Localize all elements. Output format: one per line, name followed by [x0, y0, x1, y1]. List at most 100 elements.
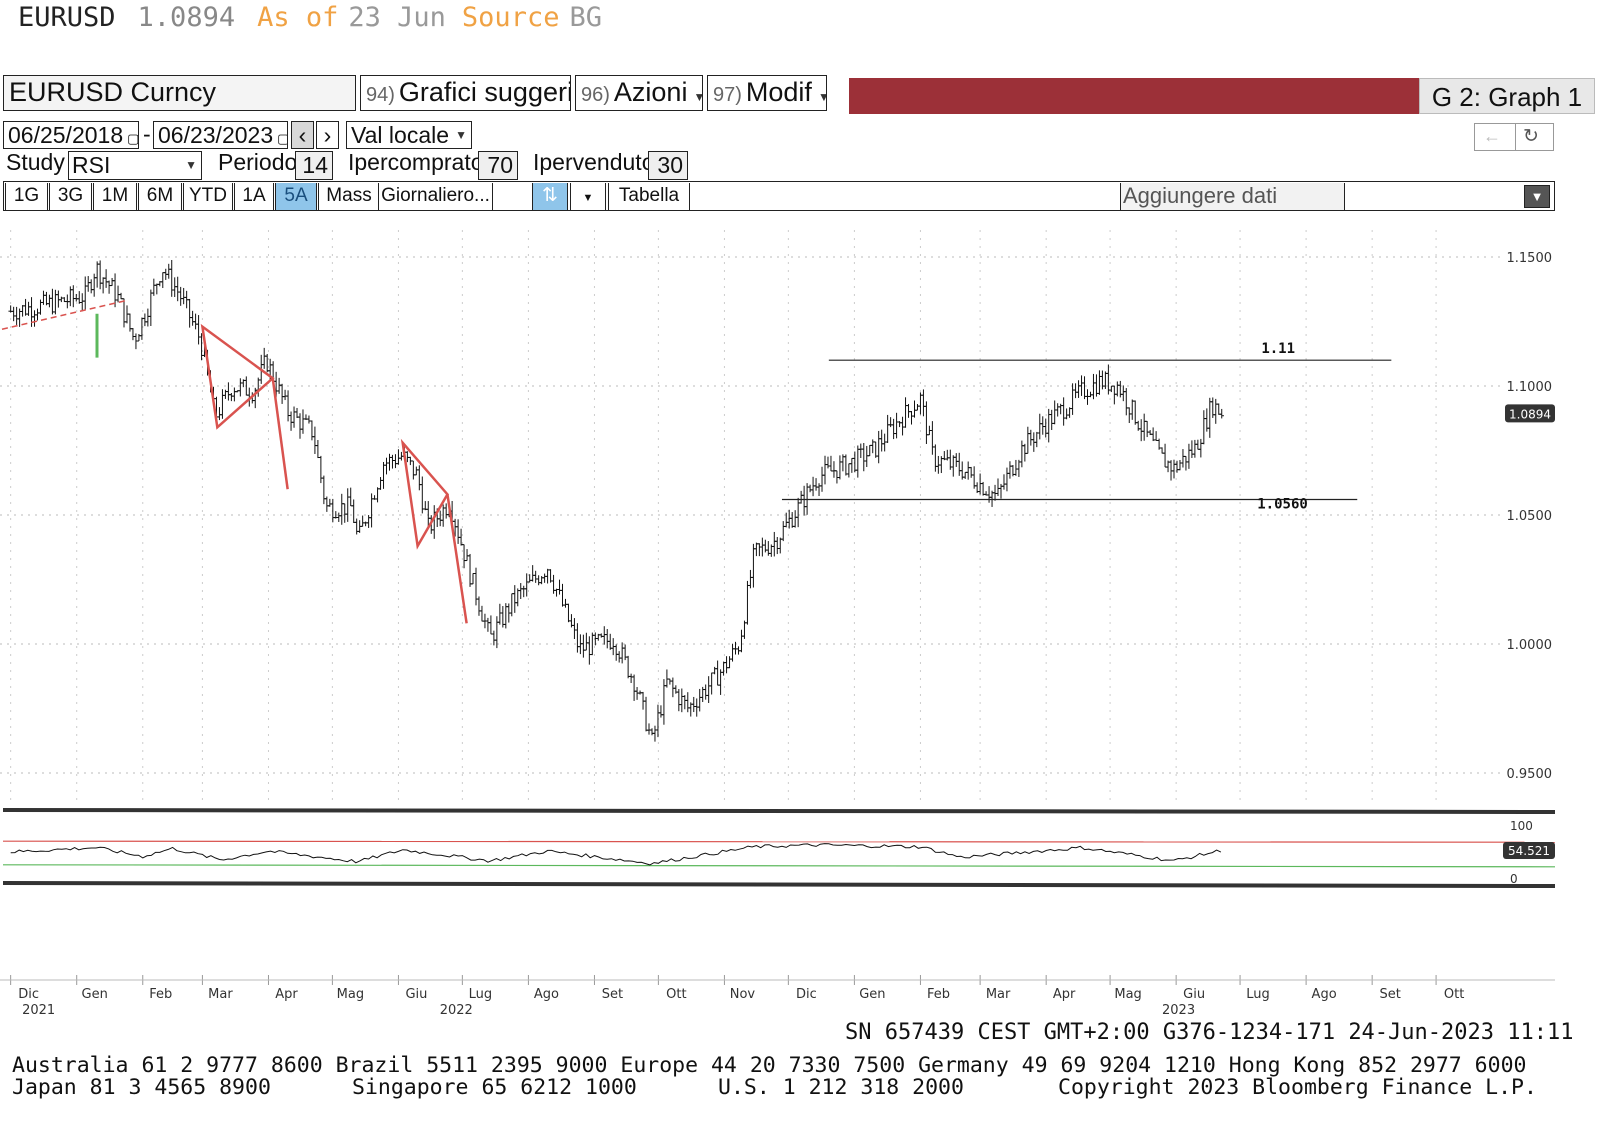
modify-number: 97) — [713, 84, 742, 106]
table-button[interactable]: Tabella — [608, 183, 690, 210]
start-date-input[interactable]: 06/25/2018 ▢ — [3, 121, 139, 149]
chevron-down-icon: ▼ — [818, 90, 826, 104]
chevron-down-icon: ▼ — [693, 90, 702, 104]
as-of-label: As of — [257, 2, 339, 33]
rsi-tick-label: 0 — [1510, 872, 1518, 886]
oversold-input[interactable]: 30 — [648, 151, 688, 180]
level-label: 1.11 — [1261, 341, 1295, 357]
modify-menu[interactable]: 97)Modif ▼ — [707, 75, 827, 111]
x-tick-label: Ago — [534, 987, 559, 1002]
end-date-input[interactable]: 06/23/2023▢ — [153, 121, 288, 149]
triangle-pattern — [400, 438, 449, 550]
chevron-down-icon: ▼ — [455, 128, 467, 142]
rsi-panel: 100 0 54.521 — [2, 808, 1556, 888]
range-button-3g[interactable]: 3G — [49, 183, 92, 210]
study-value: RSI — [72, 152, 111, 178]
range-button-1m[interactable]: 1M — [93, 183, 137, 210]
y-tick-label: 1.1000 — [1507, 380, 1553, 395]
divider — [1515, 124, 1516, 150]
overbought-label: Ipercomprato — [348, 149, 484, 175]
range-button-mass[interactable]: Mass — [318, 183, 380, 210]
chart-type-icon[interactable]: ⇅ — [532, 183, 568, 210]
session-info: SN 657439 CEST GMT+2:00 G376-1234-171 24… — [845, 1020, 1574, 1045]
range-button-6m[interactable]: 6M — [138, 183, 182, 210]
range-button-1g[interactable]: 1G — [5, 183, 48, 210]
x-tick-label: Apr — [275, 987, 298, 1002]
x-tick-label: Feb — [149, 987, 172, 1002]
security-text: EURUSD Curncy — [9, 77, 217, 107]
breakout-line — [446, 494, 468, 624]
last-price-tag — [1505, 404, 1555, 423]
rsi-last-label: 54.521 — [1508, 844, 1550, 858]
x-tick-label: Apr — [1053, 987, 1076, 1002]
y-tick-label: 0.9500 — [1507, 767, 1553, 782]
overbought-input[interactable]: 70 — [478, 151, 518, 180]
axes: 1.1500 1.1000 1.0500 1.0000 0.9500 Dic Gen Feb M… — [0, 251, 1555, 1018]
period-input[interactable]: 14 — [295, 151, 333, 180]
x-tick-label: Lug — [469, 987, 493, 1002]
y-tick-label: 1.0500 — [1507, 509, 1553, 524]
calendar-icon[interactable]: ▢ — [277, 131, 287, 146]
chevron-left-icon[interactable]: ‹ — [291, 121, 314, 149]
chevron-right-icon[interactable]: › — [316, 121, 339, 149]
modify-label: Modif — [745, 77, 812, 107]
overbought-line — [2, 840, 1556, 843]
frequency-select[interactable]: Giornaliero... — [378, 183, 493, 210]
chevron-down-icon[interactable]: ▼ — [570, 183, 606, 210]
price-label: 1.0894 — [137, 2, 236, 33]
x-tick-label: Mag — [1114, 987, 1141, 1002]
oversold-label: Ipervenduto — [533, 149, 655, 175]
chevron-down-icon: ▼ — [185, 158, 197, 172]
range-button-ytd[interactable]: YTD — [183, 183, 233, 210]
graph-label[interactable]: G 2: Graph 1 — [1419, 78, 1595, 114]
dropdown-icon[interactable]: ▼ — [1524, 185, 1550, 208]
source-value: BG — [569, 2, 602, 33]
x-year-label: 2022 — [440, 1003, 473, 1018]
contacts-singapore: Singapore 65 6212 1000 — [352, 1075, 637, 1100]
header-line: EURUSD 1.0894 As of 23 Jun Source BG — [18, 2, 602, 33]
x-tick-label: Set — [602, 987, 623, 1002]
range-button-5a[interactable]: 5A — [275, 183, 317, 210]
x-tick-label: Mag — [337, 987, 364, 1002]
date-separator: - — [143, 121, 151, 147]
ticker-label: EURUSD — [18, 2, 116, 33]
period-label: Periodo — [218, 149, 298, 175]
last-price-label: 1.0894 — [1509, 407, 1551, 421]
actions-menu[interactable]: 96)Azioni ▼ — [575, 75, 703, 111]
x-tick-label: Ago — [1312, 987, 1337, 1002]
rsi-last-tag — [1503, 842, 1555, 859]
x-tick-label: Mar — [208, 987, 233, 1002]
panel-separator — [2, 881, 1556, 888]
study-select[interactable]: RSI ▼ — [68, 151, 202, 180]
x-tick-label: Set — [1379, 987, 1400, 1002]
x-tick-label: Feb — [927, 987, 950, 1002]
x-year-label: 2021 — [22, 1003, 55, 1018]
oversold-line — [2, 864, 1556, 868]
calendar-icon[interactable]: ▢ — [127, 131, 139, 146]
panel-separator — [2, 808, 1556, 814]
triangle-pattern — [200, 323, 275, 430]
grid — [0, 230, 1500, 800]
start-date-text: 06/25/2018 — [8, 122, 124, 148]
end-date-text: 06/23/2023 — [158, 122, 274, 148]
x-tick-label: Gen — [82, 987, 108, 1002]
add-data-input[interactable]: Aggiungere dati — [1120, 183, 1345, 210]
breakout-line — [271, 378, 289, 490]
suggested-charts-button[interactable]: 94) Grafici suggeriti — [360, 75, 571, 111]
x-tick-label: Nov — [730, 987, 756, 1002]
x-tick-label: Giu — [1183, 987, 1205, 1002]
x-tick-label: Ott — [666, 987, 686, 1002]
study-label: Study — [6, 149, 65, 175]
range-button-1a[interactable]: 1A — [234, 183, 274, 210]
currency-mode-select[interactable]: Val locale ▼ — [346, 121, 472, 149]
back-arrow-icon[interactable]: ← — [1483, 126, 1501, 146]
as-of-date: 23 Jun — [348, 2, 446, 33]
actions-number: 96) — [581, 84, 610, 106]
x-tick-label: Giu — [405, 987, 427, 1002]
refresh-icon[interactable]: ↻ — [1523, 126, 1539, 147]
security-input[interactable]: EURUSD Curncy — [3, 75, 356, 111]
annotations: 1.11 1.0560 — [200, 323, 1392, 624]
x-tick-label: Dic — [796, 987, 817, 1002]
x-tick-label: Ott — [1444, 987, 1464, 1002]
nav-buttons: ← ↻ — [1474, 123, 1554, 151]
